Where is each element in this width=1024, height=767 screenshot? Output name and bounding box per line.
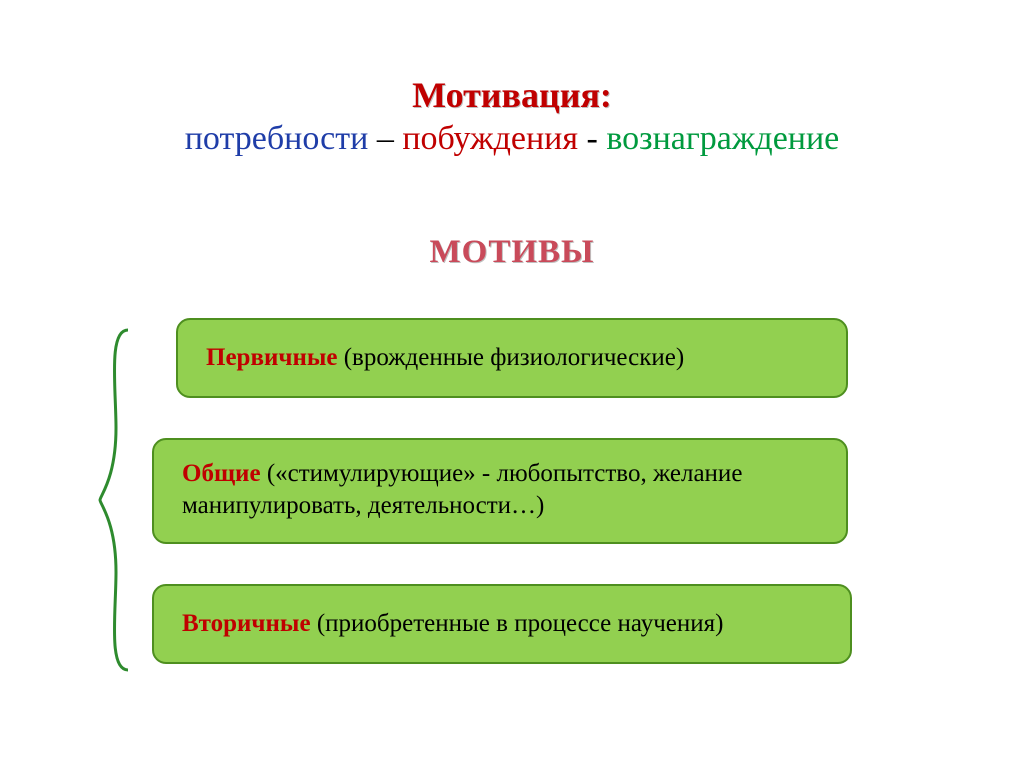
- slide: Мотивация: потребности – побуждения - во…: [0, 0, 1024, 767]
- slide-subtitle: потребности – побуждения - вознаграждени…: [84, 120, 940, 158]
- subtitle-word-1: потребности: [185, 120, 369, 157]
- subtitle-dash-1: –: [368, 120, 402, 157]
- curly-brace-icon: [98, 328, 132, 672]
- subtitle-word-3: вознаграждение: [606, 120, 839, 157]
- motive-secondary-lead: Вторичные: [182, 610, 317, 637]
- header-band: Мотивация: потребности – побуждения - во…: [84, 62, 940, 180]
- motive-box-secondary: Вторичные (приобретенные в процессе науч…: [152, 584, 852, 664]
- motive-general-rest: («стимулирующие» - любопытство, желание …: [182, 460, 742, 519]
- subtitle-word-2: побуждения: [402, 120, 578, 157]
- section-heading-motivy: мотивы: [0, 234, 1024, 271]
- motive-box-primary: Первичные (врожденные физиологические): [176, 318, 848, 398]
- motive-general-lead: Общие: [182, 460, 267, 487]
- motive-primary-rest: (врожденные физиологические): [344, 344, 684, 371]
- subtitle-dash-2: -: [578, 120, 606, 157]
- slide-title: Мотивация:: [84, 74, 940, 116]
- motive-primary-lead: Первичные: [206, 344, 344, 371]
- motive-box-general: Общие («стимулирующие» - любопытство, же…: [152, 438, 848, 544]
- motive-secondary-rest: (приобретенные в процессе научения): [317, 610, 724, 637]
